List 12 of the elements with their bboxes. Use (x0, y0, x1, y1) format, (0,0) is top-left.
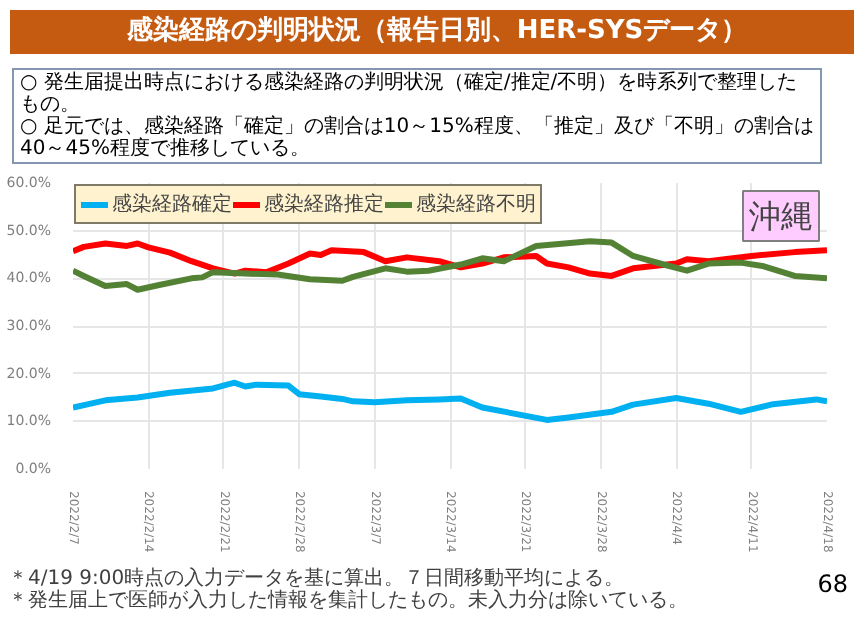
annotation: 沖縄 (749, 197, 813, 235)
text: ○ 足元では、感染経路「確定」の割合は10～15%程度、「推定」及び「不明」の割合は40～45%程度で推移している。 (20, 116, 814, 160)
legend-label: 感染経路不明 (416, 191, 536, 218)
legend-label: 感染経路確定 (112, 191, 232, 218)
legend-label: 感染経路推定 (264, 191, 384, 218)
text: ＊発生届上で医師が入力した情報を集計したもの。未入力分は除いている。 (8, 590, 688, 612)
line-series (73, 379, 827, 423)
line-series (73, 238, 827, 293)
text: ○ 発生届提出時点における感染経路の判明状況（確定/推定/不明）を時系列で整理したもの。 (20, 72, 798, 116)
text: ＊4/19 9:00時点の入力データを基に算出。７日間移動平均による。 (8, 568, 625, 590)
text: 68 (817, 568, 848, 602)
chart-title: 感染経路の判明状況（報告日別、HER-SYSデータ） (126, 13, 748, 50)
